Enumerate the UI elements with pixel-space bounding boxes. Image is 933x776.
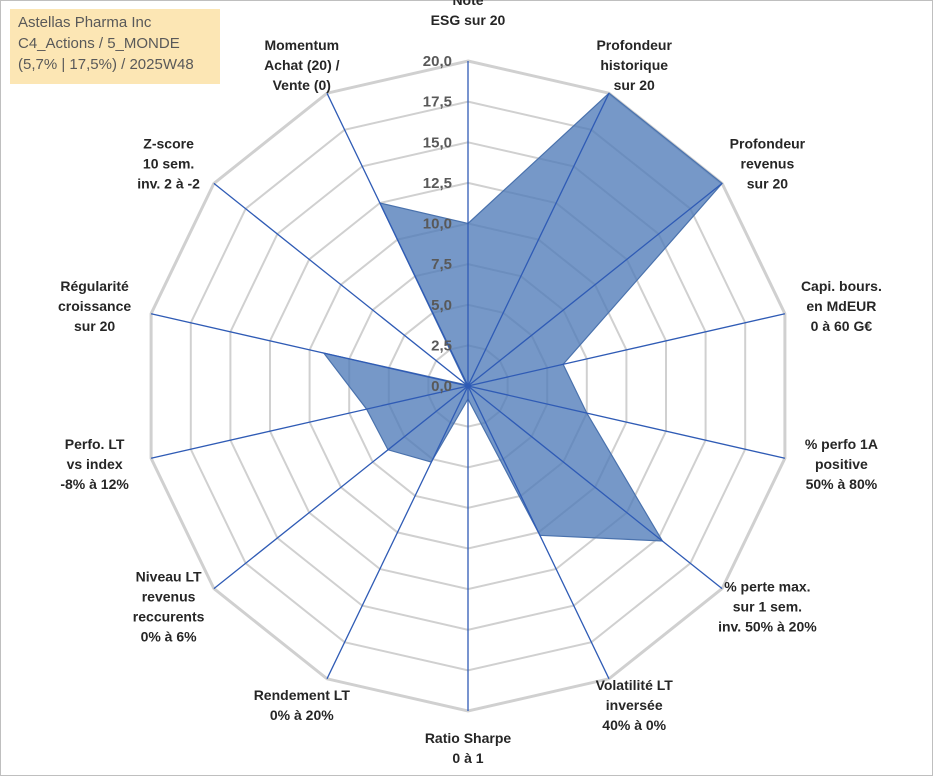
- axis-spoke: [326, 385, 469, 680]
- axis-label: Profondeur historique sur 20: [596, 37, 672, 93]
- series-area: [322, 92, 723, 542]
- axis-label: Volatilité LT inversée 40% à 0%: [596, 677, 674, 733]
- axis-label: Profondeur revenus sur 20: [730, 136, 806, 192]
- radial-tick-label: 12,5: [423, 175, 452, 192]
- radial-tick-label: 7,5: [431, 256, 452, 273]
- axis-label: Momentum Achat (20) / Vente (0): [264, 37, 340, 93]
- axis-spoke: [213, 385, 469, 590]
- axis-spoke: [326, 92, 469, 387]
- axis-label: Régularité croissance sur 20: [58, 278, 131, 334]
- radial-tick-label: 20,0: [423, 53, 452, 70]
- axis-spoke: [150, 385, 469, 459]
- axis-spoke: [467, 385, 610, 680]
- radial-tick-label: 17,5: [423, 94, 452, 111]
- axis-label: Perfo. LT vs index -8% à 12%: [60, 436, 129, 492]
- axis-spoke: [467, 313, 786, 387]
- axis-label: Niveau LT revenus reccurents 0% à 6%: [133, 568, 205, 644]
- axis-label: Capi. bours. en MdEUR 0 à 60 G€: [801, 278, 882, 334]
- axis-label: % perte max. sur 1 sem. inv. 50% à 20%: [718, 578, 817, 634]
- company-name: Astellas Pharma Inc: [18, 14, 152, 31]
- axis-spoke: [150, 313, 469, 387]
- radial-tick-label: 5,0: [431, 297, 452, 314]
- category-label: C4_Actions / 5_MONDE: [18, 35, 180, 52]
- radial-tick-label: 15,0: [423, 134, 452, 151]
- axis-spoke: [467, 385, 723, 590]
- axis-label: Note ESG sur 20: [431, 0, 506, 28]
- axis-spoke: [213, 182, 469, 387]
- radial-tick-label: 10,0: [423, 216, 452, 233]
- radial-tick-label: 0,0: [431, 378, 452, 395]
- axis-spoke: [467, 385, 786, 459]
- axis-label: Z-score 10 sem. inv. 2 à -2: [137, 136, 200, 192]
- radial-tick-label: 2,5: [431, 337, 452, 354]
- axis-label: Ratio Sharpe 0 à 1: [425, 730, 512, 766]
- axis-label: Rendement LT 0% à 20%: [254, 687, 351, 723]
- info-box: Astellas Pharma Inc C4_Actions / 5_MONDE…: [10, 9, 220, 84]
- details-label: (5,7% | 17,5%) / 2025W48: [18, 56, 194, 73]
- axis-spoke: [467, 92, 610, 387]
- axis-spoke: [467, 182, 723, 387]
- axis-label: % perfo 1A positive 50% à 80%: [805, 436, 878, 492]
